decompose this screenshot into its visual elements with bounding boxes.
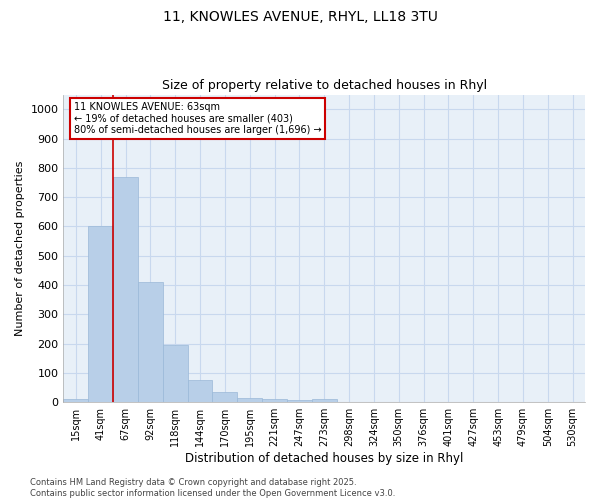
Bar [312,400,337,402]
Bar [262,400,287,402]
Bar [287,400,312,402]
Bar [237,398,262,402]
X-axis label: Distribution of detached houses by size in Rhyl: Distribution of detached houses by size … [185,452,463,465]
Bar [113,176,138,402]
Text: Contains HM Land Registry data © Crown copyright and database right 2025.
Contai: Contains HM Land Registry data © Crown c… [30,478,395,498]
Bar [212,392,237,402]
Bar [88,226,113,402]
Bar [64,398,88,402]
Bar [163,345,188,402]
Title: Size of property relative to detached houses in Rhyl: Size of property relative to detached ho… [161,79,487,92]
Bar [188,380,212,402]
Y-axis label: Number of detached properties: Number of detached properties [15,160,25,336]
Text: 11 KNOWLES AVENUE: 63sqm
← 19% of detached houses are smaller (403)
80% of semi-: 11 KNOWLES AVENUE: 63sqm ← 19% of detach… [74,102,322,136]
Bar [138,282,163,402]
Text: 11, KNOWLES AVENUE, RHYL, LL18 3TU: 11, KNOWLES AVENUE, RHYL, LL18 3TU [163,10,437,24]
